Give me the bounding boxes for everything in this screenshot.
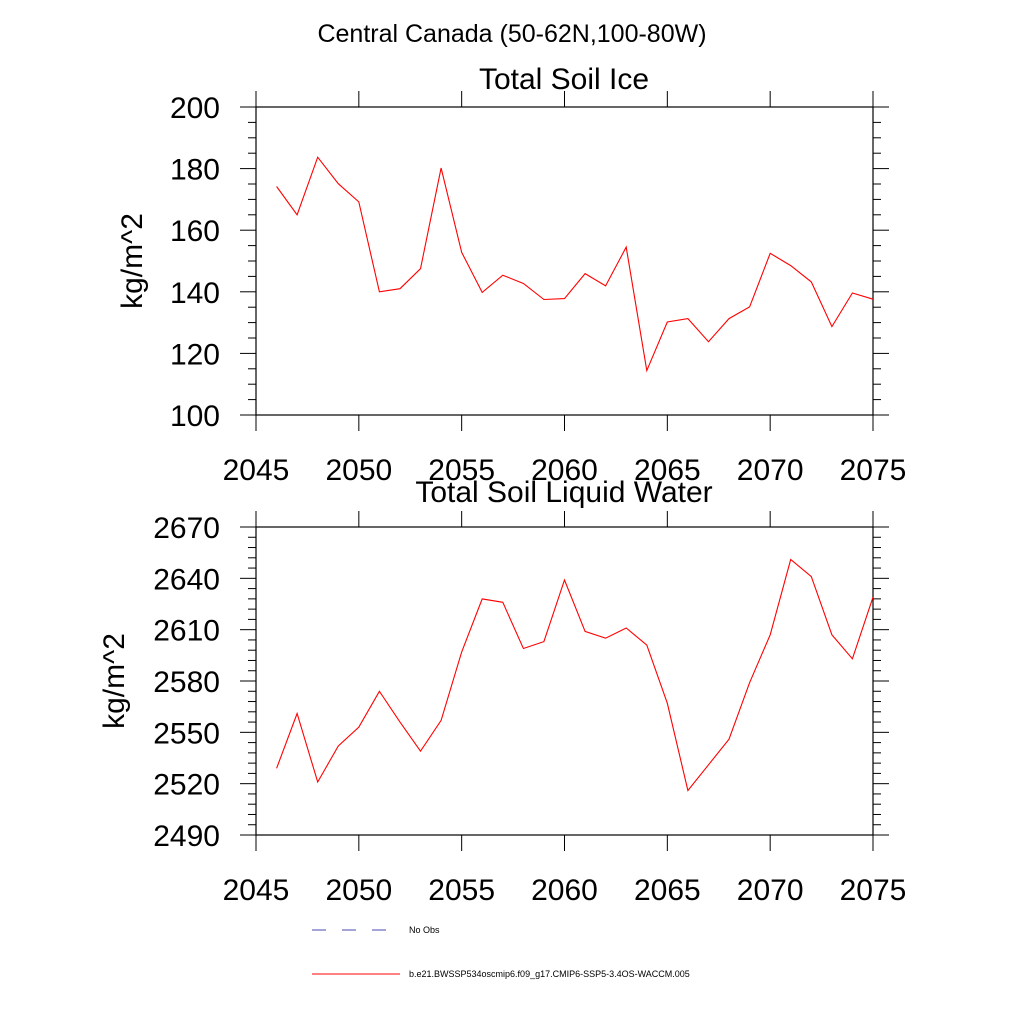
y-tick-label: 200 xyxy=(170,92,220,125)
x-tick-label: 2045 xyxy=(223,874,290,907)
y-tick-label: 2520 xyxy=(153,769,220,802)
y-axis-label: kg/m^2 xyxy=(116,213,149,309)
y-tick-label: 2670 xyxy=(153,512,220,545)
x-tick-label: 2050 xyxy=(325,454,392,487)
x-tick-label: 2050 xyxy=(325,874,392,907)
legend-label-model: b.e21.BWSSP534oscmip6.f09_g17.CMIP6-SSP5… xyxy=(409,969,690,979)
series-line xyxy=(276,558,874,792)
panel-title: Total Soil Ice xyxy=(479,63,649,96)
x-tick-label: 2055 xyxy=(428,454,495,487)
plot-frame xyxy=(255,526,874,836)
y-tick-label: 120 xyxy=(170,338,220,371)
x-tick-label: 2070 xyxy=(737,454,804,487)
x-tick-label: 2070 xyxy=(737,874,804,907)
y-tick-label: 2580 xyxy=(153,666,220,699)
y-tick-label: 100 xyxy=(170,400,220,433)
legend: No Obs b.e21.BWSSP534oscmip6.f09_g17.CMI… xyxy=(312,925,690,979)
x-tick-label: 2075 xyxy=(840,874,907,907)
y-tick-label: 140 xyxy=(170,277,220,310)
total-soil-ice-panel: Total Soil Ice kg/m^2 2045 2050 2055 2060 20… xyxy=(116,63,906,487)
x-tick-label: 2065 xyxy=(634,454,701,487)
total-soil-liquid-water-panel: Total Soil Liquid Water kg/m^2 2045 2050 2… xyxy=(98,476,906,907)
x-tick-label: 2065 xyxy=(634,874,701,907)
x-tick-label: 2055 xyxy=(428,874,495,907)
y-tick-label: 2610 xyxy=(153,615,220,648)
x-tick-label: 2045 xyxy=(223,454,290,487)
y-tick-label: 160 xyxy=(170,215,220,248)
plot-frame xyxy=(255,106,874,416)
y-tick-label: 2640 xyxy=(153,563,220,596)
x-tick-label: 2060 xyxy=(531,454,598,487)
series-line xyxy=(276,156,874,373)
y-tick-label: 2550 xyxy=(153,717,220,750)
panel-title: Total Soil Liquid Water xyxy=(415,476,712,509)
y-axis-label: kg/m^2 xyxy=(98,633,131,729)
legend-label-no-obs: No Obs xyxy=(409,925,440,935)
y-tick-label: 180 xyxy=(170,154,220,187)
x-tick-label: 2075 xyxy=(840,454,907,487)
y-tick-label: 2490 xyxy=(153,820,220,853)
figure-suptitle: Central Canada (50-62N,100-80W) xyxy=(317,20,706,48)
x-tick-label: 2060 xyxy=(531,874,598,907)
